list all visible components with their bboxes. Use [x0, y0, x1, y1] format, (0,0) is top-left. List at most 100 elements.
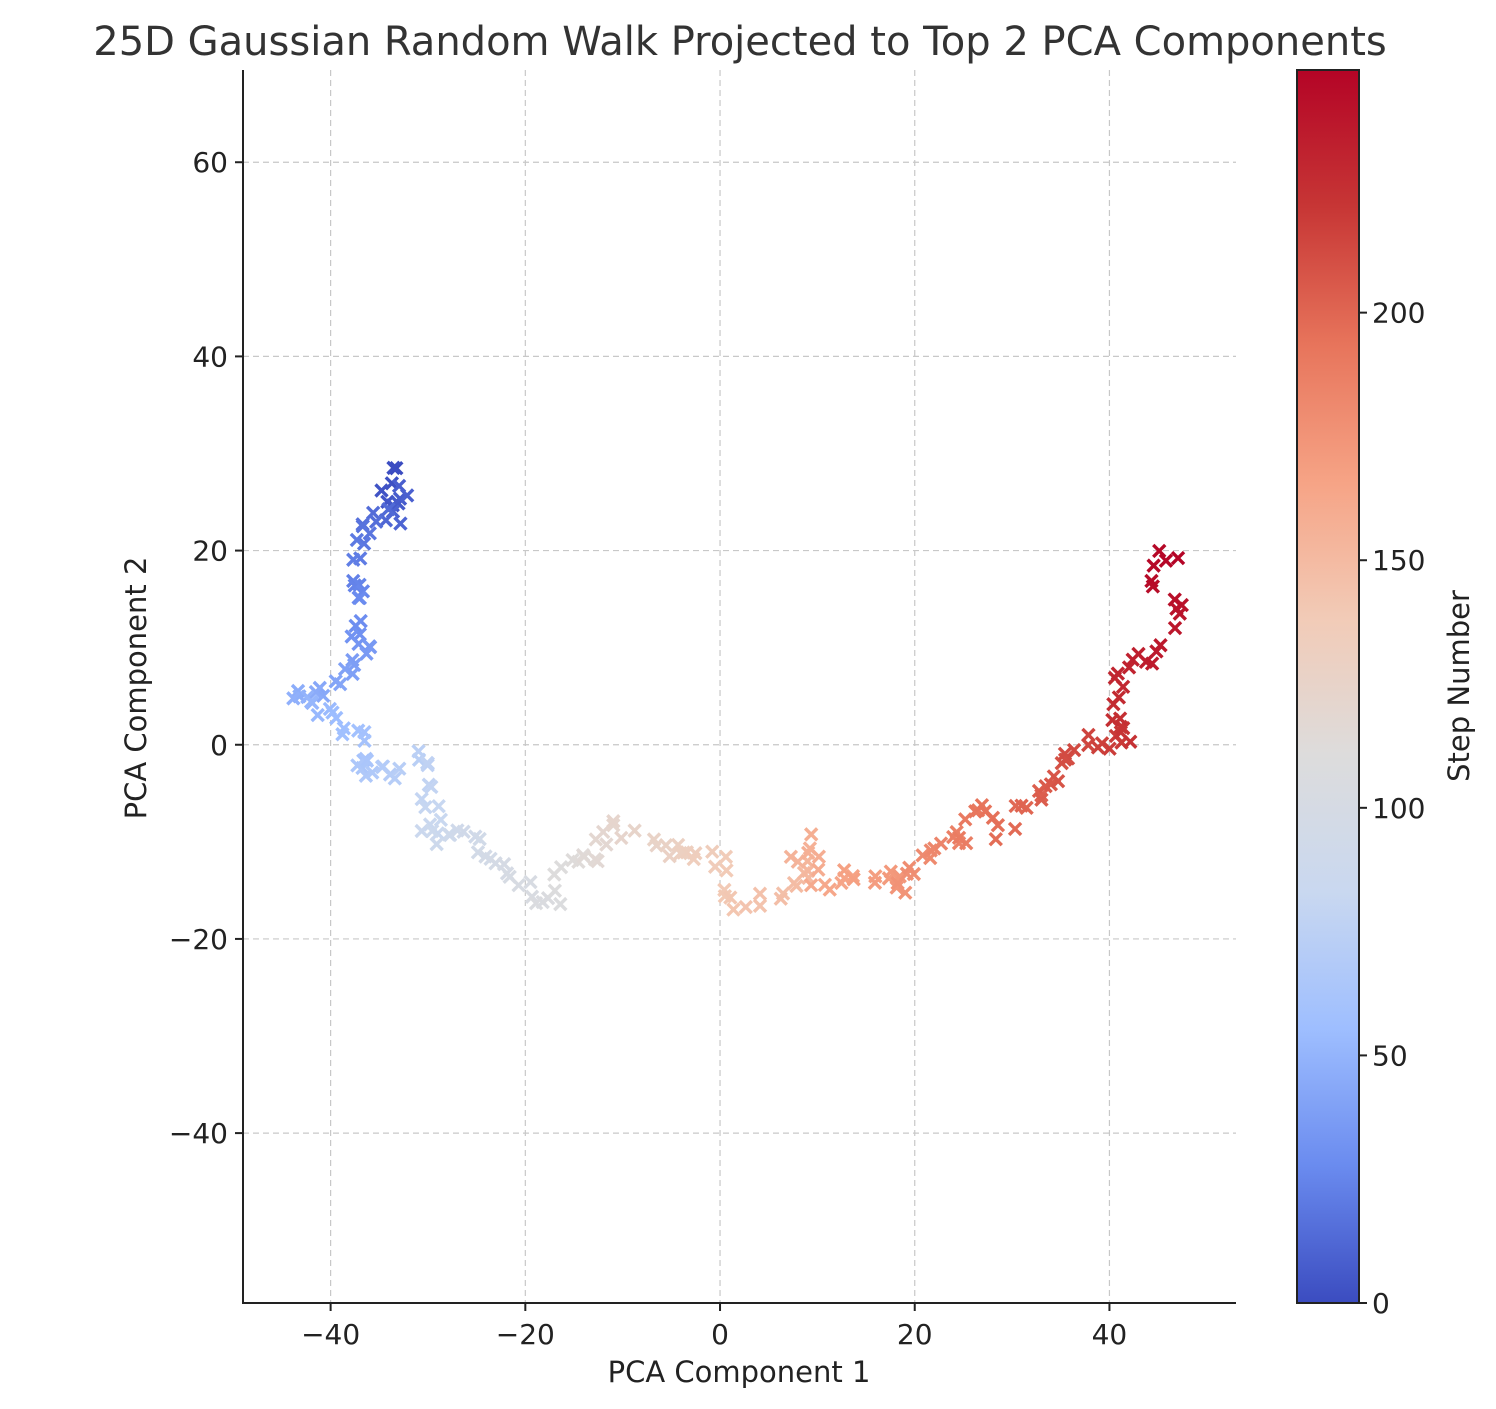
data-point: [365, 765, 380, 780]
x-tick-label: 20: [897, 1318, 933, 1351]
x-axis-label: PCA Component 1: [608, 1355, 871, 1389]
data-point: [752, 886, 768, 901]
data-point: [429, 836, 444, 852]
data-point: [332, 676, 348, 692]
data-point: [315, 688, 331, 704]
data-point: [723, 890, 738, 905]
data-point: [627, 823, 642, 838]
data-point: [553, 896, 568, 912]
data-points: [286, 460, 1189, 917]
data-point: [985, 810, 1001, 825]
y-tick-label: −40: [169, 1117, 228, 1150]
data-point: [1014, 798, 1029, 813]
data-point: [1144, 656, 1160, 671]
data-point: [846, 872, 861, 887]
data-point: [386, 460, 401, 476]
data-point: [335, 727, 350, 742]
data-point: [595, 824, 611, 840]
data-point: [719, 863, 734, 878]
data-point: [472, 831, 487, 847]
data-point: [414, 823, 429, 839]
data-point: [456, 824, 471, 839]
data-point: [1116, 720, 1131, 736]
data-point: [1105, 712, 1120, 728]
data-point: [1167, 620, 1183, 636]
y-axis-label: PCA Component 2: [119, 557, 153, 820]
data-point: [553, 859, 569, 875]
data-point: [1034, 792, 1049, 807]
data-point: [547, 883, 563, 898]
y-tick-label: 0: [210, 729, 228, 762]
data-point: [1110, 666, 1126, 681]
data-point: [359, 646, 374, 661]
x-tick-label: −40: [301, 1318, 360, 1351]
data-point: [1090, 740, 1106, 755]
data-point: [352, 590, 368, 606]
data-point: [599, 837, 614, 852]
data-point: [511, 877, 526, 893]
data-point: [1102, 741, 1117, 756]
data-point: [811, 862, 826, 877]
data-point: [1007, 821, 1023, 837]
data-point: [951, 830, 967, 845]
data-point: [773, 891, 789, 906]
data-point: [433, 812, 449, 828]
y-tick-label: 60: [192, 146, 228, 179]
data-point: [902, 860, 917, 875]
data-point: [662, 849, 677, 864]
data-point: [349, 532, 365, 548]
colorbar-tick-label: 0: [1372, 1287, 1390, 1320]
colorbar: 0 50 100 150 200 Step Number: [1296, 69, 1476, 1320]
colorbar-ticks: 0 50 100 150 200: [1359, 297, 1425, 1320]
data-point: [393, 516, 408, 531]
data-point: [1050, 773, 1066, 789]
data-point: [707, 859, 723, 874]
data-point: [348, 618, 363, 634]
x-tick-label: 0: [711, 1318, 729, 1351]
data-point: [705, 844, 720, 859]
data-point: [496, 856, 512, 872]
colorbar-label: Step Number: [1442, 590, 1476, 782]
x-tick-label: 40: [1092, 1318, 1128, 1351]
data-point: [1144, 573, 1159, 589]
data-point: [1066, 742, 1082, 758]
axis-spines: [242, 70, 1236, 1304]
data-point: [800, 845, 816, 860]
data-point: [399, 488, 415, 503]
data-point: [1153, 638, 1168, 653]
data-point: [933, 836, 949, 851]
data-point: [357, 733, 372, 748]
data-point: [889, 880, 904, 895]
data-point: [356, 536, 372, 551]
data-point: [614, 830, 629, 846]
y-ticks: −40 −20 0 20 40 60: [169, 146, 243, 1150]
colorbar-tick-label: 100: [1372, 792, 1425, 825]
axes: [242, 70, 1236, 1304]
data-point: [1057, 746, 1073, 761]
data-point: [442, 827, 458, 843]
y-tick-label: 20: [192, 535, 228, 568]
data-point: [362, 526, 377, 541]
data-point: [470, 845, 486, 860]
data-point: [1170, 550, 1186, 566]
data-point: [329, 710, 344, 726]
data-point: [418, 800, 433, 815]
data-point: [303, 694, 319, 709]
data-point: [346, 552, 361, 567]
y-tick-label: 40: [192, 340, 228, 373]
data-point: [576, 849, 592, 865]
data-point: [411, 744, 426, 759]
data-point: [676, 845, 691, 860]
data-point: [359, 753, 375, 768]
x-ticks: −40 −20 0 20 40: [301, 1303, 1127, 1351]
data-point: [478, 849, 493, 864]
colorbar-tick-label: 150: [1372, 544, 1425, 577]
data-point: [381, 502, 396, 517]
data-point: [308, 684, 324, 700]
data-point: [718, 849, 734, 865]
data-point: [528, 896, 544, 911]
data-point: [424, 779, 439, 795]
colorbar-gradient: [1296, 69, 1360, 1304]
data-point: [419, 755, 435, 771]
colorbar-tick-label: 200: [1372, 297, 1425, 330]
